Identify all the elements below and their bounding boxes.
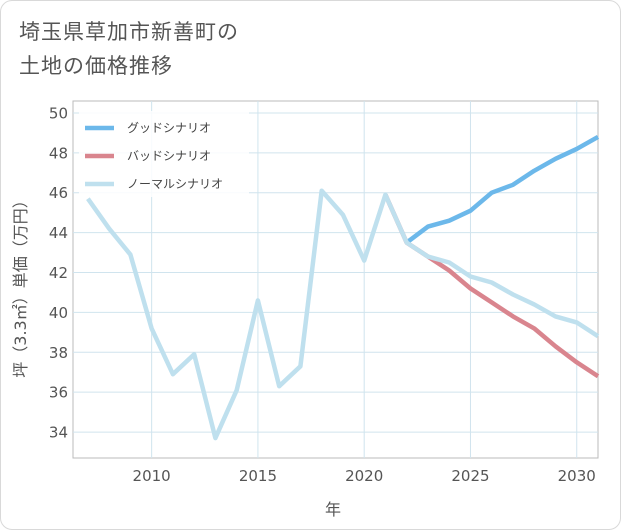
x-gridlines <box>151 101 578 458</box>
y-tick-label-36: 36 <box>49 384 68 402</box>
chart-title-line-2: 土地の価格推移 <box>19 54 173 78</box>
y-tick-label-46: 46 <box>49 184 68 202</box>
legend-label-good: グッドシナリオ <box>127 121 211 135</box>
y-tick-labels: 34 36 38 40 42 44 46 48 50 <box>49 104 68 441</box>
x-tick-label-2030: 2030 <box>558 467 596 485</box>
x-tick-label-2020: 2020 <box>345 467 383 485</box>
x-tick-label-2025: 2025 <box>451 467 489 485</box>
chart-title: 埼玉県草加市新善町の 土地の価格推移 <box>19 15 239 83</box>
y-tick-label-50: 50 <box>49 104 68 122</box>
x-tick-labels: 2010 2015 2020 2025 2030 <box>133 467 596 485</box>
y-tick-label-42: 42 <box>49 264 68 282</box>
y-tick-label-48: 48 <box>49 144 68 162</box>
y-tick-label-40: 40 <box>49 304 68 322</box>
legend-label-bad: バッドシナリオ <box>127 149 211 163</box>
chart-title-line-1: 埼玉県草加市新善町の <box>19 20 239 44</box>
legend-label-normal: ノーマルシナリオ <box>127 177 223 191</box>
x-tick-label-2010: 2010 <box>133 467 171 485</box>
series-line-good <box>405 134 600 245</box>
series-line-normal <box>86 188 600 441</box>
y-tick-label-44: 44 <box>49 224 68 242</box>
y-tick-label-34: 34 <box>49 424 68 442</box>
x-axis-title: 年 <box>325 500 341 519</box>
x-tick-label-2015: 2015 <box>239 467 277 485</box>
series-layer <box>86 134 600 441</box>
legend: グッドシナリオ バッドシナリオ ノーマルシナリオ <box>79 111 249 197</box>
y-axis-title: 坪（3.3㎡）単価（万円） <box>11 192 30 377</box>
y-tick-label-38: 38 <box>49 344 68 362</box>
